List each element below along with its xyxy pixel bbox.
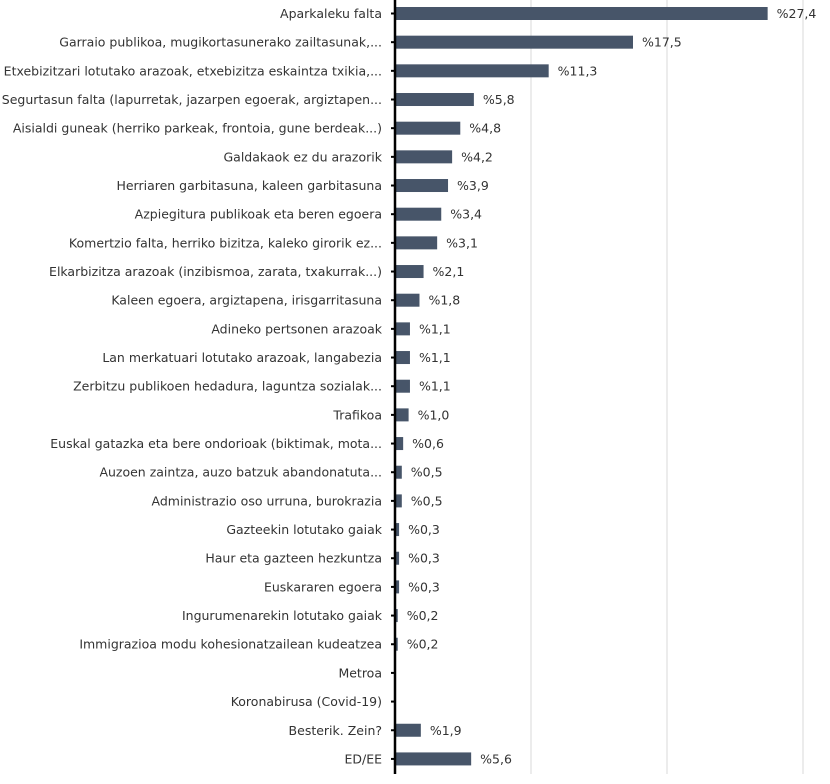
bar bbox=[395, 379, 410, 393]
bar bbox=[395, 236, 438, 250]
category-label: Aparkaleku falta bbox=[280, 6, 382, 21]
data-label: %3,9 bbox=[457, 178, 489, 193]
category-label: Euskal gatazka eta bere ondorioak (bikti… bbox=[50, 436, 382, 451]
category-label: Koronabirusa (Covid-19) bbox=[231, 694, 382, 709]
data-label: %0,5 bbox=[411, 465, 443, 480]
gridlines bbox=[530, 0, 804, 774]
category-label: Azpiegitura publikoak eta beren egoera bbox=[135, 207, 382, 222]
data-label: %0,3 bbox=[408, 551, 440, 566]
category-label: Gazteekin lotutako gaiak bbox=[226, 522, 382, 537]
bar bbox=[395, 494, 402, 508]
value-labels: %27,4 %17,5 %11,3 %5,8 %4,8 %4,2 %3,9 %3,4 %3,1%… bbox=[407, 6, 817, 766]
bar bbox=[395, 179, 449, 193]
data-label: %0,3 bbox=[408, 522, 440, 537]
data-label: %1,1 bbox=[419, 379, 451, 394]
bar bbox=[395, 293, 420, 307]
bars bbox=[395, 7, 768, 766]
category-label: Zerbitzu publikoen hedadura, laguntza so… bbox=[73, 379, 382, 394]
data-label: %11,3 bbox=[558, 63, 598, 78]
category-label: Adineko pertsonen arazoak bbox=[211, 321, 382, 336]
bar bbox=[395, 609, 398, 623]
bar bbox=[395, 35, 633, 49]
category-label: Lan merkatuari lotutako arazoak, langabe… bbox=[102, 350, 382, 365]
bar bbox=[395, 465, 402, 479]
bar bbox=[395, 551, 400, 565]
data-label: %3,1 bbox=[446, 235, 478, 250]
category-label: Euskararen egoera bbox=[264, 579, 382, 594]
bar bbox=[395, 637, 398, 651]
category-label: Auzoen zaintza, auzo batzuk abandonatuta… bbox=[99, 465, 382, 480]
data-label: %0,2 bbox=[407, 637, 439, 652]
data-label: %1,1 bbox=[419, 321, 451, 336]
category-labels: Aparkaleku falta Garraio publikoa, mugiko… bbox=[2, 6, 383, 766]
data-label: %5,8 bbox=[483, 92, 515, 107]
bar bbox=[395, 93, 474, 107]
bar bbox=[395, 64, 549, 78]
category-label: Ingurumenarekin lotutako gaiak bbox=[182, 608, 383, 623]
data-label: %1,9 bbox=[430, 723, 462, 738]
data-label: %27,4 bbox=[777, 6, 817, 21]
category-label: Garraio publikoa, mugikortasunerako zail… bbox=[59, 35, 382, 50]
category-label: Elkarbizitza arazoak (inzibismoa, zarata… bbox=[49, 264, 382, 279]
bar bbox=[395, 207, 442, 221]
bar bbox=[395, 7, 768, 20]
category-label: Segurtasun falta (lapurretak, jazarpen e… bbox=[2, 92, 382, 107]
category-label: Metroa bbox=[338, 665, 382, 680]
y-axis bbox=[391, 0, 397, 774]
data-label: %4,8 bbox=[469, 121, 501, 136]
category-label: ED/EE bbox=[344, 751, 382, 766]
category-label: Haur eta gazteen hezkuntza bbox=[205, 551, 382, 566]
data-label: %0,5 bbox=[411, 493, 443, 508]
bar bbox=[395, 437, 404, 451]
bar bbox=[395, 121, 461, 135]
data-label: %1,8 bbox=[428, 293, 460, 308]
category-label: Besterik. Zein? bbox=[289, 723, 382, 738]
category-label: Administrazio oso urruna, burokrazia bbox=[152, 493, 383, 508]
data-label: %2,1 bbox=[433, 264, 465, 279]
category-label: Immigrazioa modu kohesionatzailean kudea… bbox=[79, 637, 382, 652]
data-label: %5,6 bbox=[480, 751, 512, 766]
category-label: Kaleen egoera, argiztapena, irisgarritas… bbox=[111, 293, 382, 308]
data-label: %0,6 bbox=[412, 436, 444, 451]
data-label: %17,5 bbox=[642, 35, 682, 50]
bar bbox=[395, 723, 421, 737]
bar bbox=[395, 322, 410, 336]
category-label: Galdakaok ez du arazorik bbox=[223, 149, 382, 164]
data-label: %1,1 bbox=[419, 350, 451, 365]
bar bbox=[395, 752, 472, 766]
category-label: Etxebizitzari lotutako arazoak, etxebizi… bbox=[4, 63, 382, 78]
category-label: Trafikoa bbox=[332, 407, 382, 422]
bar bbox=[395, 351, 410, 365]
data-label: %4,2 bbox=[461, 149, 493, 164]
bar bbox=[395, 523, 400, 537]
data-label: %3,4 bbox=[450, 207, 482, 222]
bar bbox=[395, 408, 409, 422]
data-label: %0,3 bbox=[408, 579, 440, 594]
bar bbox=[395, 150, 453, 164]
category-label: Komertzio falta, herriko bizitza, kaleko… bbox=[69, 235, 382, 250]
data-label: %0,2 bbox=[407, 608, 439, 623]
bar bbox=[395, 265, 424, 279]
category-label: Herriaren garbitasuna, kaleen garbitasun… bbox=[116, 178, 382, 193]
category-label: Aisialdi guneak (herriko parkeak, fronto… bbox=[13, 121, 382, 136]
bar bbox=[395, 580, 400, 594]
data-label: %1,0 bbox=[418, 407, 450, 422]
